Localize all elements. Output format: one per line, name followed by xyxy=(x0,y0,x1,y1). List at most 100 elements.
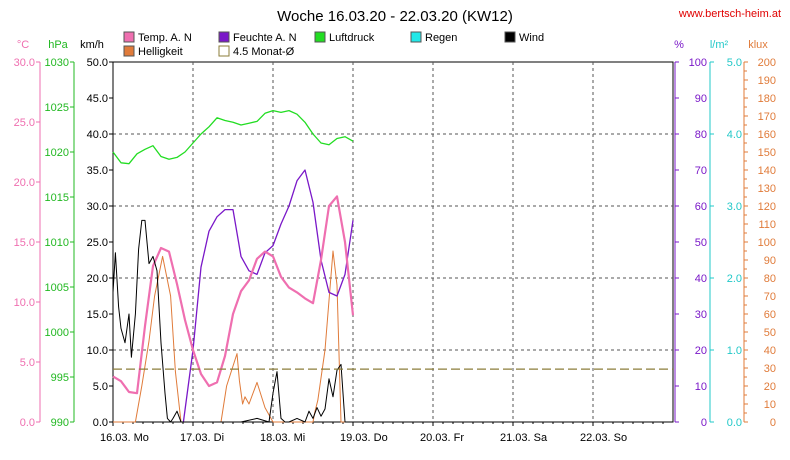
axis-tick-label: 45.0 xyxy=(87,93,108,105)
axis-tick-label: 5.0 xyxy=(727,57,742,69)
legend-swatch xyxy=(314,31,326,43)
axis-tick-label: 5.0 xyxy=(20,357,35,369)
axis-tick-label: 200 xyxy=(758,57,776,69)
axis-unit-label: °C xyxy=(17,39,29,51)
axis-tick-label: 140 xyxy=(758,165,776,177)
axis-tick-label: 100 xyxy=(758,237,776,249)
series-luftdruck xyxy=(112,109,354,165)
axis-unit-label: klux xyxy=(748,39,768,51)
axis-tick-label: 20 xyxy=(695,345,707,357)
axis-tick-label: 50 xyxy=(764,327,776,339)
chart-title: Woche 16.03.20 - 22.03.20 (KW12) xyxy=(277,8,513,25)
axis-tick-label: 100 xyxy=(689,57,707,69)
axis-tick-label: 4.0 xyxy=(727,129,742,141)
axis-rain: l/m² 0.0 1.0 2.0 3.0 4.0 5.0 xyxy=(709,39,742,429)
axis-tick-label: 1.0 xyxy=(727,345,742,357)
axis-tick-label: 1020 xyxy=(45,147,69,159)
series-feuchte-a-n xyxy=(182,169,354,423)
legend-swatch xyxy=(504,31,516,43)
legend-swatch xyxy=(123,31,135,43)
axis-tick-label: 30.0 xyxy=(87,201,108,213)
series-wind xyxy=(112,219,353,423)
legend-swatch xyxy=(218,31,230,43)
axis-tick-label: 60 xyxy=(695,201,707,213)
axis-tick-label: 1000 xyxy=(45,327,69,339)
axis-tick-label: 1030 xyxy=(45,57,69,69)
legend-swatch xyxy=(410,31,422,43)
axis-tick-label: 0 xyxy=(701,417,707,429)
axis-tick-label: 160 xyxy=(758,129,776,141)
axis-tick-label: 120 xyxy=(758,201,776,213)
legend-label: Helligkeit xyxy=(138,46,183,58)
x-tick-label: 21.03. Sa xyxy=(500,432,548,444)
plot-frame xyxy=(112,61,674,423)
axis-tick-label: 30.0 xyxy=(14,57,35,69)
axis-tick-label: 1005 xyxy=(45,282,69,294)
axis-wind: km/h 0.0 5.0 10.0 15.0 20.0 25.0 30.0 35.0 40.0 45… xyxy=(80,39,114,429)
legend-label: Wind xyxy=(519,32,544,44)
legend-entry: Luftdruck xyxy=(314,31,375,44)
legend-entry: Feuchte A. N xyxy=(218,31,297,44)
axis-light: klux 0 10 20 30 40 50 60 70 80 90 100 110 120 130 140 15… xyxy=(743,39,776,429)
series-temp-a-n xyxy=(112,195,355,395)
axis-tick-label: 0.0 xyxy=(727,417,742,429)
axis-tick-label: 110 xyxy=(758,219,776,231)
axis-tick-label: 20.0 xyxy=(87,273,108,285)
axis-tick-label: 990 xyxy=(51,417,69,429)
x-tick-label: 18.03. Mi xyxy=(260,432,305,444)
axis-tick-label: 3.0 xyxy=(727,201,742,213)
axis-tick-label: 0 xyxy=(770,417,776,429)
axis-tick-label: 5.0 xyxy=(93,381,108,393)
axis-humidity: % 0 10 20 30 40 50 60 70 80 90 100 xyxy=(674,39,707,429)
axis-tick-label: 80 xyxy=(695,129,707,141)
axis-tick-label: 25.0 xyxy=(14,117,35,129)
axis-tick-label: 60 xyxy=(764,309,776,321)
axis-tick-label: 190 xyxy=(758,75,776,87)
legend-entry: Temp. A. N xyxy=(123,31,192,44)
axes: °C0.05.010.015.020.025.030.0hPa990995100… xyxy=(14,39,776,444)
legend-label: 4.5 Monat-Ø xyxy=(233,46,295,58)
axis-unit-label: % xyxy=(674,39,684,51)
x-tick-label: 20.03. Fr xyxy=(420,432,464,444)
axis-tick-label: 150 xyxy=(758,147,776,159)
legend-entry: Regen xyxy=(410,31,457,44)
axis-tick-label: 0.0 xyxy=(20,417,35,429)
axis-temp: °C 0.0 5.0 10.0 15.0 20.0 25.0 30.0 xyxy=(14,39,41,429)
axis-tick-label: 70 xyxy=(695,165,707,177)
axis-tick-label: 10.0 xyxy=(87,345,108,357)
x-tick-label: 22.03. So xyxy=(580,432,627,444)
plot-area xyxy=(112,109,673,423)
axis-tick-label: 10 xyxy=(695,381,707,393)
legend-label: Feuchte A. N xyxy=(233,32,297,44)
legend-label: Luftdruck xyxy=(329,32,375,44)
axis-unit-label: km/h xyxy=(80,39,104,51)
legend-label: Regen xyxy=(425,32,457,44)
axis-tick-label: 25.0 xyxy=(87,237,108,249)
axis-tick-label: 20 xyxy=(764,381,776,393)
legend-swatch xyxy=(218,45,230,57)
axis-tick-label: 2.0 xyxy=(727,273,742,285)
source-label: www.bertsch-heim.at xyxy=(678,8,781,20)
legend-label: Temp. A. N xyxy=(138,32,192,44)
axis-tick-label: 10.0 xyxy=(14,297,35,309)
axis-tick-label: 15.0 xyxy=(14,237,35,249)
axis-tick-label: 1010 xyxy=(45,237,69,249)
axis-tick-label: 15.0 xyxy=(87,309,108,321)
legend-entry: 4.5 Monat-Ø xyxy=(218,45,295,58)
axis-tick-label: 20.0 xyxy=(14,177,35,189)
axis-tick-label: 170 xyxy=(758,111,776,123)
axis-tick-label: 30 xyxy=(764,363,776,375)
axis-tick-label: 40 xyxy=(764,345,776,357)
axis-tick-label: 70 xyxy=(764,291,776,303)
legend-swatch xyxy=(123,45,135,57)
axis-tick-label: 40 xyxy=(695,273,707,285)
axis-tick-label: 995 xyxy=(51,372,69,384)
axis-tick-label: 1025 xyxy=(45,102,69,114)
x-tick-label: 16.03. Mo xyxy=(100,432,149,444)
axis-tick-label: 40.0 xyxy=(87,129,108,141)
legend-entry: Wind xyxy=(504,31,544,44)
axis-pressure: hPa 990 995 1000 1005 1010 1015 1020 1025 1030 xyxy=(45,39,75,429)
axis-tick-label: 0.0 xyxy=(93,417,108,429)
axis-tick-label: 30 xyxy=(695,309,707,321)
